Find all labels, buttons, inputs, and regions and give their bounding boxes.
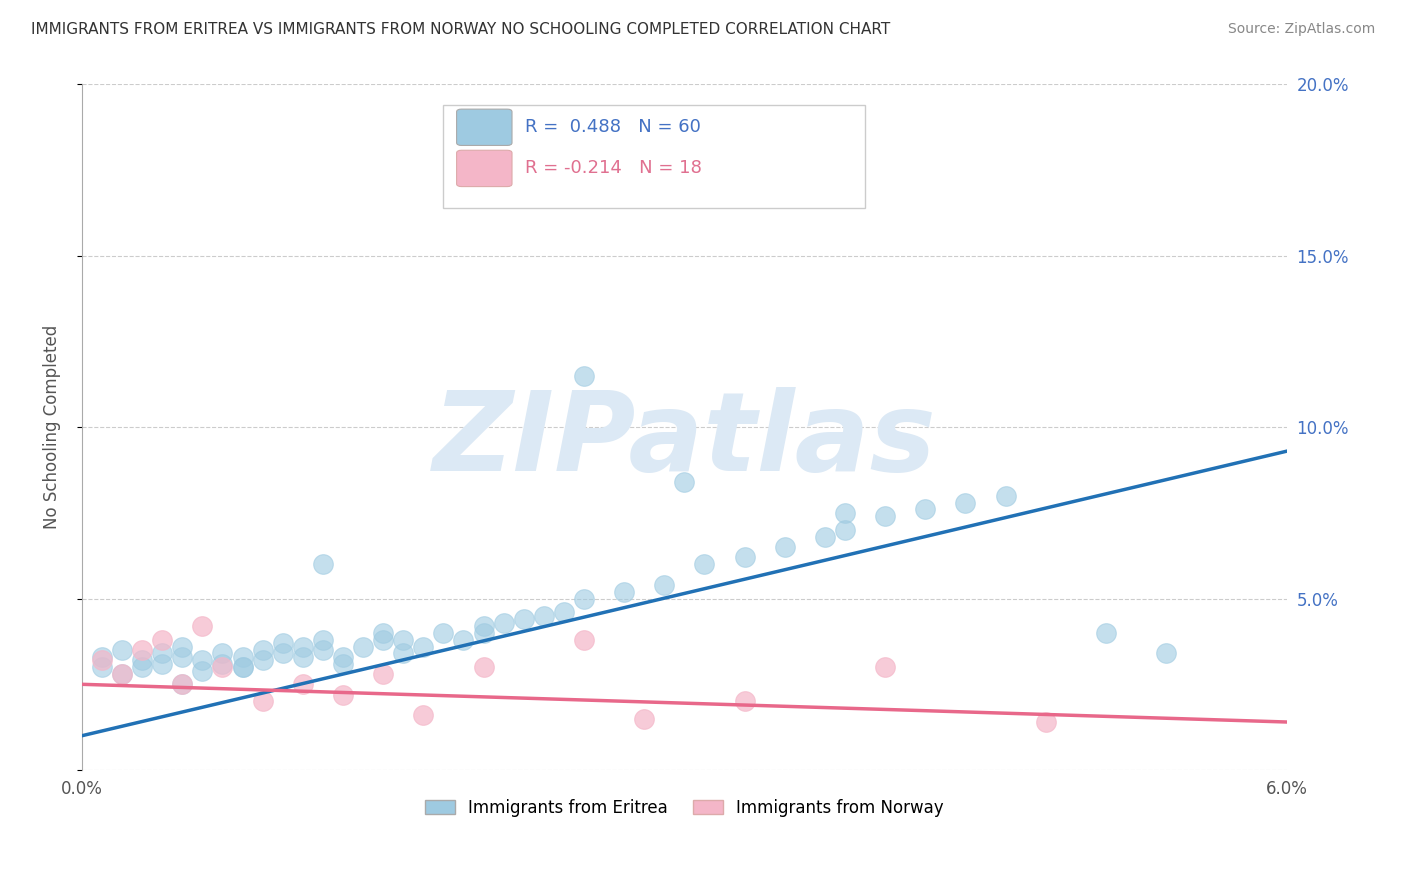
Y-axis label: No Schooling Completed: No Schooling Completed (44, 325, 60, 529)
Point (472, 619, 495, 633)
Point (111, 667, 134, 681)
Point (131, 660, 153, 674)
Point (172, 649, 194, 664)
Point (412, 640, 434, 654)
Point (734, 694, 756, 708)
Point (453, 632, 475, 647)
FancyBboxPatch shape (457, 150, 512, 186)
FancyBboxPatch shape (443, 105, 865, 208)
Point (512, 612, 534, 626)
Point (553, 605, 575, 619)
Point (994, 489, 1017, 503)
Point (492, 615, 515, 630)
Text: R =  0.488   N = 60: R = 0.488 N = 60 (526, 119, 702, 136)
Point (472, 626, 495, 640)
Point (232, 660, 254, 674)
Point (91, 660, 114, 674)
Point (172, 677, 194, 691)
Point (232, 660, 254, 674)
Point (371, 632, 394, 647)
Point (472, 660, 495, 674)
Point (652, 578, 675, 592)
Point (392, 647, 415, 661)
Legend: Immigrants from Eritrea, Immigrants from Norway: Immigrants from Eritrea, Immigrants from… (418, 792, 950, 823)
Point (613, 584, 636, 599)
Point (150, 657, 173, 671)
Point (371, 626, 394, 640)
Point (633, 712, 655, 726)
Point (734, 550, 756, 565)
Text: R = -0.214   N = 18: R = -0.214 N = 18 (526, 160, 702, 178)
Point (873, 509, 896, 524)
Point (150, 647, 173, 661)
Point (392, 632, 415, 647)
Point (172, 677, 194, 691)
Point (572, 368, 595, 383)
Point (191, 619, 214, 633)
Point (131, 653, 153, 667)
Point (332, 657, 354, 671)
Point (172, 640, 194, 654)
Point (572, 591, 595, 606)
Point (191, 653, 214, 667)
Point (252, 653, 274, 667)
Point (211, 657, 233, 671)
Point (572, 632, 595, 647)
Point (412, 708, 434, 723)
Point (1095, 626, 1118, 640)
Point (533, 608, 555, 623)
Point (291, 649, 314, 664)
Point (814, 530, 837, 544)
Point (211, 660, 233, 674)
Point (834, 506, 856, 520)
Point (955, 495, 977, 509)
Text: IMMIGRANTS FROM ERITREA VS IMMIGRANTS FROM NORWAY NO SCHOOLING COMPLETED CORRELA: IMMIGRANTS FROM ERITREA VS IMMIGRANTS FR… (31, 22, 890, 37)
FancyBboxPatch shape (457, 109, 512, 145)
Point (834, 523, 856, 537)
Point (352, 640, 374, 654)
Point (291, 677, 314, 691)
Point (91, 649, 114, 664)
Point (252, 643, 274, 657)
Point (332, 688, 354, 702)
Point (111, 667, 134, 681)
Point (271, 636, 294, 650)
Point (673, 475, 696, 489)
Point (271, 647, 294, 661)
Point (371, 667, 394, 681)
Point (191, 664, 214, 678)
Point (91, 653, 114, 667)
Point (211, 647, 233, 661)
Point (873, 660, 896, 674)
Point (312, 632, 335, 647)
Point (332, 649, 354, 664)
Point (914, 502, 936, 516)
Point (773, 540, 796, 554)
Point (1154, 647, 1177, 661)
Point (693, 558, 716, 572)
Point (312, 558, 335, 572)
Text: ZIPatlas: ZIPatlas (433, 387, 936, 494)
Point (312, 643, 335, 657)
Point (111, 643, 134, 657)
Point (1035, 714, 1057, 729)
Point (252, 694, 274, 708)
Point (432, 626, 454, 640)
Point (232, 649, 254, 664)
Text: Source: ZipAtlas.com: Source: ZipAtlas.com (1227, 22, 1375, 37)
Point (150, 632, 173, 647)
Point (291, 640, 314, 654)
Point (131, 643, 153, 657)
